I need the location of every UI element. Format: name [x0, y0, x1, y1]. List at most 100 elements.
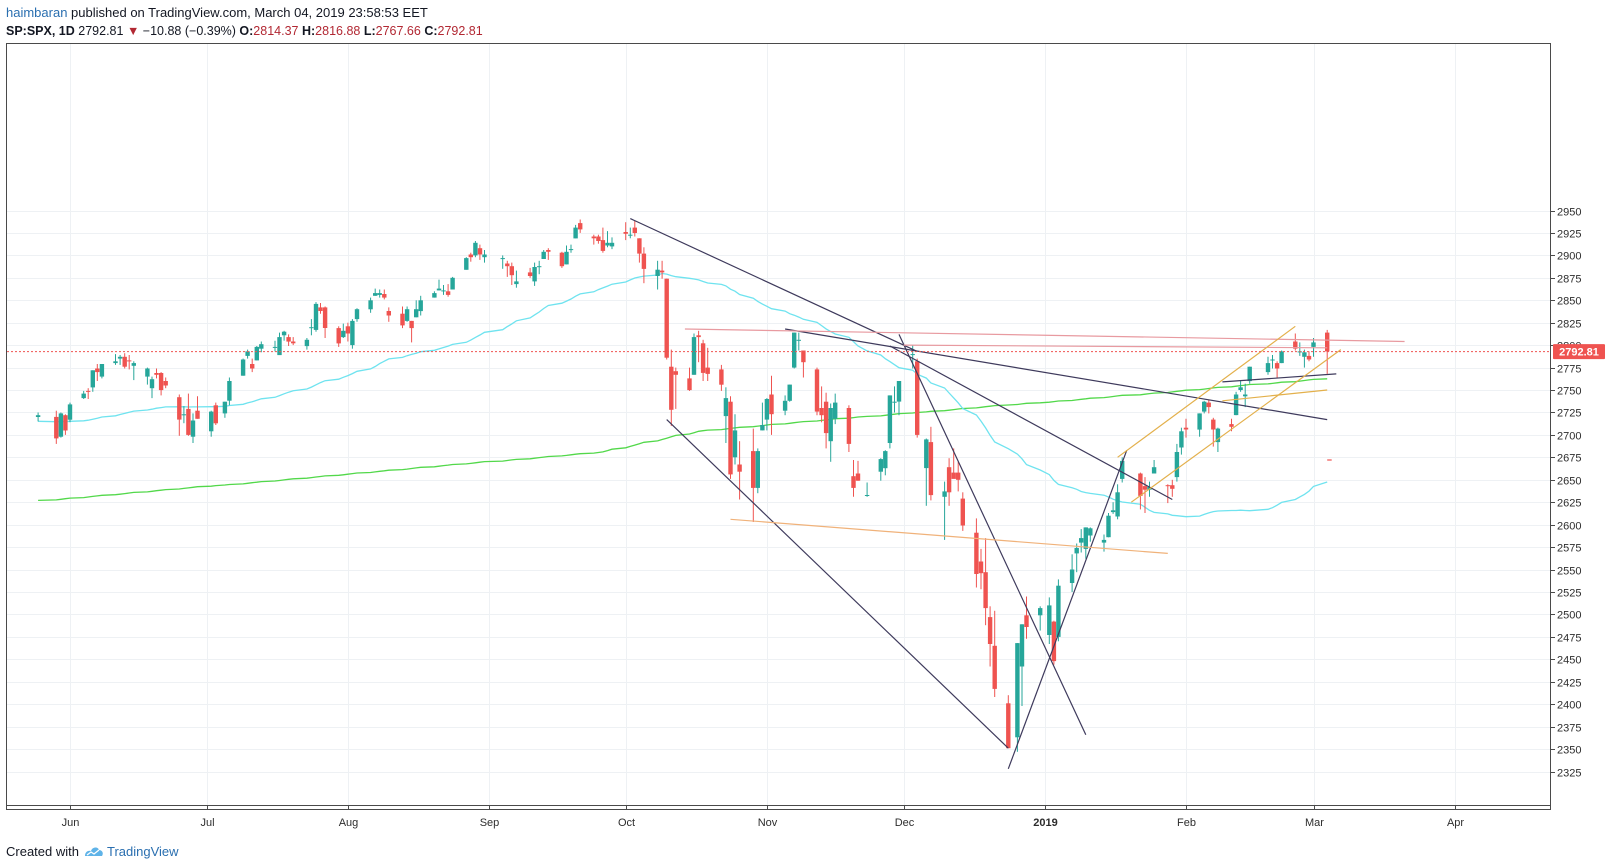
candle-body: [436, 288, 442, 291]
candle-body: [1138, 473, 1143, 496]
candle-body: [801, 350, 806, 363]
candle-body: [951, 472, 956, 479]
time-axis: Jun Jul Aug Sep Oct Nov Dec 2019 Feb Mar Apr: [62, 805, 1464, 829]
candle-body: [755, 451, 760, 488]
chart-header: haimbaran published on TradingView.com, …: [6, 4, 483, 40]
candle-body: [127, 360, 132, 362]
author-link[interactable]: haimbaran: [6, 5, 68, 20]
candle-body: [946, 467, 952, 493]
last-price-tag-text: 2792.81: [1559, 347, 1599, 359]
candle-body: [350, 320, 355, 346]
candle-body: [213, 405, 218, 424]
price-tick-label: 2500: [1557, 610, 1581, 622]
price-tick-label: 2900: [1557, 251, 1581, 263]
candle-body: [1243, 394, 1248, 397]
candle-body: [796, 339, 801, 341]
candle-body: [1047, 605, 1052, 635]
time-tick-label: Mar: [1305, 817, 1324, 829]
candle-body: [1247, 366, 1252, 382]
candle-body: [1069, 569, 1075, 583]
resistance-line: [684, 328, 1405, 343]
candle-body: [322, 307, 328, 328]
candles: [35, 219, 1330, 752]
high-label: H:: [301, 24, 316, 38]
price-change: −10.88 (−0.39%): [142, 24, 236, 38]
candle-body: [304, 339, 310, 347]
candle-body: [1202, 401, 1207, 412]
candle-body: [281, 331, 287, 336]
candle-body: [1206, 402, 1211, 408]
candle-body: [892, 401, 897, 403]
candle-body: [600, 240, 606, 251]
ma-50-line: [38, 272, 1328, 518]
close-label: C:: [424, 24, 438, 38]
candle-body: [1183, 427, 1189, 430]
candle-body: [1170, 485, 1175, 489]
candle-body: [505, 263, 510, 267]
support-line: [730, 518, 1168, 554]
price-tick-label: 2925: [1557, 229, 1581, 241]
time-tick-label: 2019: [1033, 817, 1057, 829]
candle-body: [1088, 528, 1093, 536]
candle-body: [313, 303, 319, 330]
candle-body: [432, 293, 437, 298]
candle-body: [564, 251, 569, 265]
candle-body: [864, 495, 870, 496]
candle-body: [177, 397, 182, 420]
time-tick-label: Oct: [618, 817, 635, 829]
price-tick-label: 2850: [1557, 296, 1581, 308]
candle-body: [122, 356, 127, 367]
open-label: O:: [239, 24, 254, 38]
last-price-tag: [1553, 344, 1605, 360]
candle-body: [532, 267, 537, 282]
time-tick-label: Aug: [339, 817, 359, 829]
time-tick-label: Jul: [200, 817, 214, 829]
candle-body: [992, 645, 997, 689]
candle-body: [1197, 413, 1202, 430]
candle-body: [386, 311, 391, 316]
candle-body: [659, 270, 665, 273]
candle-body: [154, 373, 159, 375]
price-tick-label: 2825: [1557, 319, 1581, 331]
time-tick-label: Dec: [895, 817, 915, 829]
candle-body: [764, 399, 770, 420]
candle-body: [54, 416, 59, 439]
candle-body: [883, 451, 888, 469]
trend-line: [1222, 373, 1337, 383]
candle-body: [149, 379, 155, 389]
candle-body: [158, 373, 164, 391]
candle-body: [1074, 548, 1079, 554]
candle-body: [1101, 539, 1107, 543]
grid-lines: [7, 44, 1550, 805]
candle-body: [1279, 351, 1284, 364]
price-tick-label: 2600: [1557, 521, 1581, 533]
candle-body: [254, 346, 259, 361]
candle-body: [527, 272, 533, 276]
candle-body: [700, 343, 706, 373]
open-value: 2814.37: [253, 24, 299, 38]
candle-body: [1115, 492, 1120, 517]
price-tick-label: 2425: [1557, 678, 1581, 690]
time-tick-label: Feb: [1177, 817, 1196, 829]
trend-line: [889, 345, 1173, 501]
candle-body: [145, 368, 150, 377]
candle-body: [1038, 608, 1043, 616]
tradingview-brand-link[interactable]: TradingView: [106, 844, 179, 859]
candle-body: [341, 330, 346, 338]
candle-body: [1015, 643, 1020, 738]
price-tick-label: 2375: [1557, 723, 1581, 735]
candle-body: [250, 364, 255, 369]
candle-body: [240, 359, 246, 376]
candle-body: [578, 223, 583, 230]
candle-body: [163, 381, 168, 386]
candle-body: [1110, 510, 1116, 513]
candle-body: [181, 414, 187, 416]
candle-body: [186, 408, 191, 435]
candle-body: [628, 234, 633, 236]
candle-body: [473, 242, 478, 256]
candle-body: [468, 254, 473, 258]
candle-body: [687, 378, 692, 391]
candle-body: [377, 293, 382, 295]
price-tick-label: 2875: [1557, 274, 1581, 286]
